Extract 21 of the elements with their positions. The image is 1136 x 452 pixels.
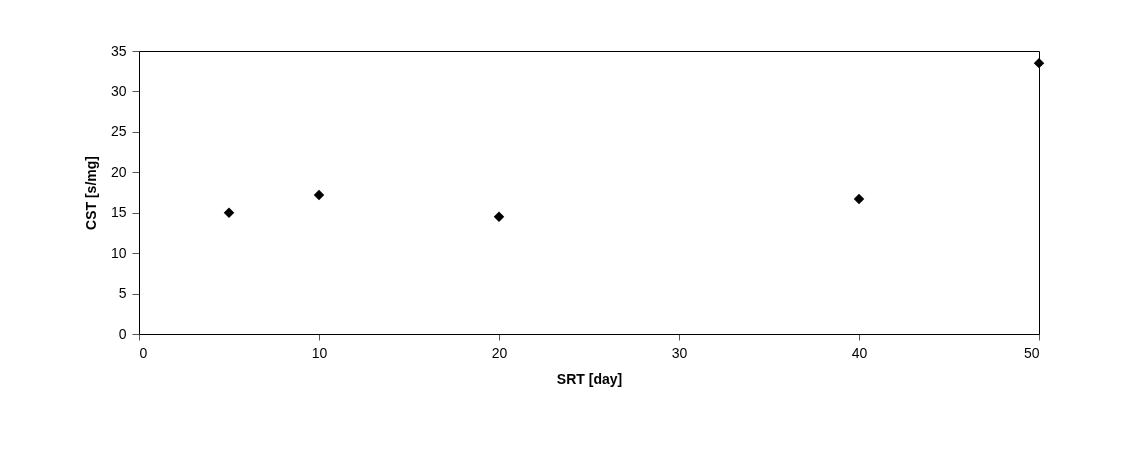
y-tick-label: 30 <box>110 82 127 99</box>
y-tick-label: 5 <box>118 285 127 302</box>
x-tick-label: 20 <box>491 344 508 361</box>
y-axis-title: CST [s/mg] <box>82 156 99 230</box>
point <box>313 189 325 201</box>
x-tick-label: 0 <box>139 344 148 361</box>
x-tick-label: 50 <box>1023 344 1040 361</box>
point <box>853 193 865 205</box>
y-tick-label: 35 <box>110 42 127 59</box>
y-tick-label: 15 <box>110 204 127 221</box>
y-tick-label: 10 <box>110 244 127 261</box>
point <box>493 211 505 222</box>
y-tick-label: 25 <box>110 123 127 140</box>
y-tick-label: 0 <box>118 325 127 342</box>
y-tick-label: 20 <box>110 163 127 180</box>
x-tick-label: 30 <box>671 344 688 361</box>
x-tick-label: 40 <box>851 344 868 361</box>
point <box>223 207 235 218</box>
point <box>1033 57 1045 69</box>
x-axis-title: SRT [day] <box>556 370 623 387</box>
x-tick-label: 10 <box>311 344 328 361</box>
